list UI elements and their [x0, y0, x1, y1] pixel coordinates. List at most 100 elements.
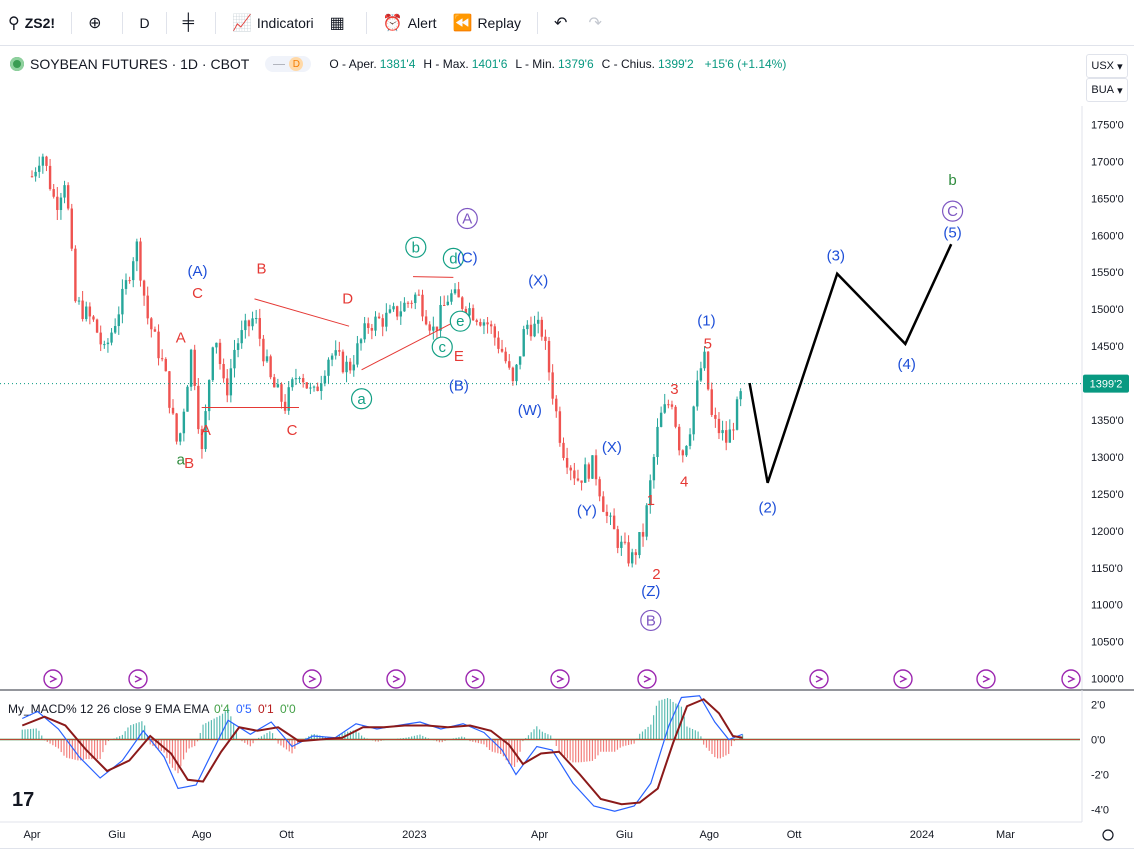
candle-body	[327, 359, 330, 376]
price-tick-label: 1450'0	[1091, 341, 1124, 353]
candle-body	[703, 351, 706, 369]
price-tick-label: 1750'0	[1091, 119, 1124, 131]
candle-body	[453, 289, 457, 294]
candle-body	[598, 479, 601, 497]
candle-body	[168, 371, 171, 408]
chart-title[interactable]: SOYBEAN FUTURES · 1D · CBOT	[30, 56, 250, 72]
candle-body	[410, 302, 413, 304]
wave-label: a	[177, 451, 186, 468]
indicators-label: Indicatori	[256, 14, 314, 31]
time-tick-label: Ago	[192, 829, 212, 841]
price-tick-label: 1200'0	[1091, 526, 1124, 538]
candle-body	[92, 316, 95, 320]
interval-button[interactable]: D	[131, 7, 157, 39]
price-tick-label: 1500'0	[1091, 304, 1124, 316]
chart-type-button[interactable]: ╪	[175, 7, 207, 39]
candle-body	[399, 311, 402, 317]
wave-label: (4)	[898, 356, 916, 373]
price-tick-label: 1600'0	[1091, 230, 1124, 242]
price-tick-label: 1000'0	[1091, 674, 1124, 686]
candle-body	[562, 442, 565, 458]
footer-divider	[0, 848, 1134, 849]
wave-label: A	[176, 329, 186, 346]
candle-body	[435, 326, 439, 331]
alarm-icon: ⏰	[382, 14, 403, 32]
candle-body	[294, 378, 298, 380]
redo-button[interactable]: ↷	[580, 7, 614, 39]
candle-body	[392, 306, 395, 310]
candle-body	[540, 319, 544, 337]
candle-body	[110, 332, 113, 343]
candle-body	[522, 329, 525, 357]
unit-button[interactable]: BUA ▾	[1086, 78, 1128, 102]
wave-label-circle	[640, 609, 662, 632]
layouts-button[interactable]: ▦	[322, 7, 358, 39]
candle-body	[714, 414, 717, 419]
candle-body	[298, 378, 301, 380]
candle-body	[244, 320, 247, 331]
open-label: O - Aper.	[329, 57, 377, 71]
candle-body	[634, 552, 638, 556]
wave-label: (Y)	[577, 502, 597, 519]
price-tick-label: 1250'0	[1091, 489, 1124, 501]
candle-body	[34, 171, 37, 177]
candle-body	[504, 351, 507, 362]
wave-label: 2	[652, 566, 660, 583]
event-marker-icon	[893, 669, 913, 689]
alert-button[interactable]: ⏰ Alert	[375, 7, 445, 39]
candle-body	[732, 429, 735, 431]
candle-body	[175, 413, 178, 442]
candle-body	[359, 339, 363, 344]
time-tick-label: Apr	[531, 829, 548, 841]
candle-body	[602, 496, 605, 512]
candle-body	[721, 430, 724, 434]
undo-icon: ↶	[554, 14, 568, 32]
candle-body	[106, 342, 110, 345]
candle-body	[128, 280, 131, 282]
event-arrow-icon	[392, 675, 401, 683]
low-label: L - Min.	[515, 57, 555, 71]
macd-value: 0'0	[280, 702, 296, 716]
candle-body	[305, 382, 308, 389]
channel-upper-line	[413, 276, 454, 278]
symbol-search[interactable]: ⚲ ZS2!	[0, 7, 63, 39]
candle-body	[99, 332, 102, 345]
candle-body	[132, 261, 135, 281]
candle-body	[583, 464, 587, 483]
candles-icon: ╪	[182, 13, 194, 31]
candle-body	[623, 541, 627, 543]
candle-body	[558, 411, 562, 443]
undo-button[interactable]: ↶	[546, 7, 580, 39]
price-tick-label: 1350'0	[1091, 415, 1124, 427]
candle-body	[547, 340, 551, 373]
candle-body	[717, 418, 721, 434]
candle-body	[283, 401, 287, 411]
candle-body	[222, 364, 225, 379]
chart-canvas[interactable]: aAC(A)BABCDEabcdeA(C)(B)(X)(W)(X)(Y)12(Z…	[0, 46, 1134, 848]
price-series	[0, 153, 1082, 568]
event-marker-icon	[637, 669, 657, 689]
macd-tick-label: -4'0	[1091, 805, 1109, 817]
time-tick-label: Ago	[699, 829, 719, 841]
currency-button[interactable]: USX ▾	[1086, 54, 1128, 78]
indicators-button[interactable]: 📈 Indicatori	[224, 7, 322, 39]
candle-body	[576, 478, 580, 481]
candle-body	[518, 356, 522, 365]
divider	[71, 11, 73, 34]
candle-body	[56, 196, 59, 210]
candle-body	[330, 355, 334, 360]
wave-label: A	[201, 422, 211, 439]
candle-body	[124, 280, 128, 289]
data-status-badge[interactable]: D	[265, 56, 312, 72]
wave-label: D	[342, 290, 353, 307]
wave-label: (1)	[697, 312, 715, 329]
replay-button[interactable]: ⏪ Replay	[445, 7, 530, 39]
wave-label: B	[184, 455, 194, 472]
compare-button[interactable]: ⊕	[80, 7, 114, 39]
divider	[365, 11, 367, 34]
wave-label: A	[462, 210, 472, 227]
wave-label-circle	[941, 200, 964, 222]
event-marker-icon	[43, 669, 63, 689]
candle-body	[363, 323, 366, 340]
legend-header: SOYBEAN FUTURES · 1D · CBOT D O - Aper. 1…	[0, 50, 1080, 78]
